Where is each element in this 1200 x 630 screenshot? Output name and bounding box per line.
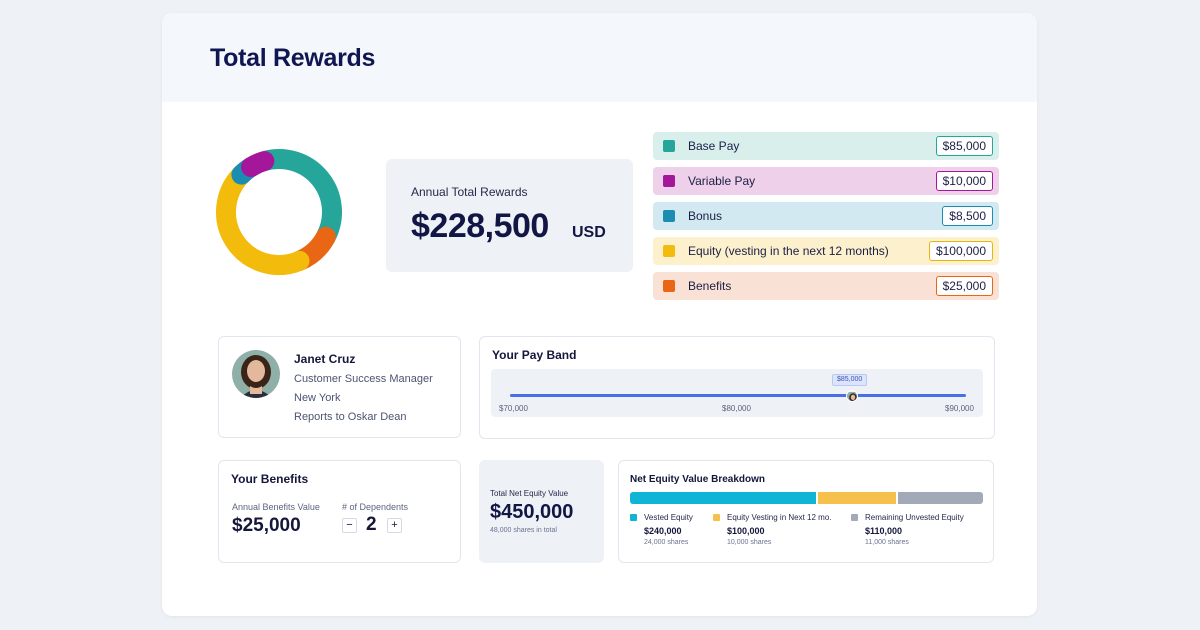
annual-total-unit: USD	[572, 224, 606, 241]
swatch	[630, 514, 637, 521]
pay-band-track: $85,000 $70,000 $80,000 $90,000	[491, 369, 983, 417]
rewards-donut-chart	[216, 149, 342, 275]
swatch	[663, 175, 675, 187]
decrement-dependents-button[interactable]: −	[342, 518, 357, 533]
annual-benefits-value: $25,000	[232, 515, 301, 536]
legend-label: Base Pay	[688, 139, 740, 153]
breakdown-name: Equity Vesting in Next 12 mo.	[727, 513, 832, 522]
pay-band-range-line	[510, 394, 966, 397]
pay-band-min-label: $70,000	[499, 404, 528, 413]
net-equity-box: Total Net Equity Value $450,000 48,000 s…	[479, 460, 604, 563]
breakdown-shares: 24,000 shares	[644, 539, 689, 546]
swatch	[713, 514, 720, 521]
dependents-count: 2	[366, 514, 377, 535]
vesting-next-12mo-segment	[818, 492, 896, 504]
annual-total-value: $228,500	[411, 207, 549, 245]
net-equity-label: Total Net Equity Value	[490, 489, 569, 498]
breakdown-name: Vested Equity	[644, 513, 693, 522]
legend-label: Equity (vesting in the next 12 months)	[688, 244, 889, 258]
legend-row-benefits[interactable]: Benefits $25,000	[653, 272, 999, 300]
swatch	[663, 140, 675, 152]
unvested-equity-segment	[897, 492, 983, 504]
benefits-card: Your Benefits Annual Benefits Value $25,…	[218, 460, 461, 563]
benefits-title: Your Benefits	[231, 472, 309, 486]
legend-row-equity[interactable]: Equity (vesting in the next 12 months) $…	[653, 237, 999, 265]
net-equity-shares: 48,000 shares in total	[490, 527, 557, 534]
donut-segment-variable-pay	[241, 151, 275, 177]
swatch	[663, 280, 675, 292]
breakdown-amount: $100,000	[727, 526, 765, 536]
breakdown-shares: 10,000 shares	[727, 539, 772, 546]
compensation-legend: Base Pay $85,000 Variable Pay $10,000 Bo…	[653, 132, 999, 307]
legend-label: Benefits	[688, 279, 732, 293]
equity-breakdown-bar	[630, 492, 983, 504]
pay-band-mid-label: $80,000	[722, 404, 751, 413]
pay-band-current-tooltip: $85,000	[832, 374, 868, 386]
dependents-label: # of Dependents	[342, 502, 409, 512]
pay-band-card: Your Pay Band $85,000 $70,000 $80,000 $9…	[479, 336, 995, 439]
swatch	[851, 514, 858, 521]
annual-benefits-label: Annual Benefits Value	[232, 502, 320, 512]
employee-profile-card: Janet Cruz Customer Success Manager New …	[218, 336, 461, 438]
annual-total-label: Annual Total Rewards	[411, 185, 528, 199]
pay-band-title: Your Pay Band	[492, 348, 577, 362]
card-header: Total Rewards	[162, 13, 1037, 102]
legend-label: Bonus	[688, 209, 723, 223]
legend-amount: $8,500	[942, 206, 993, 226]
donut-segment-equity	[216, 164, 310, 275]
pay-band-marker[interactable]	[846, 390, 858, 402]
employee-manager: Reports to Oskar Dean	[294, 411, 407, 423]
equity-breakdown-title: Net Equity Value Breakdown	[630, 474, 766, 485]
employee-role: Customer Success Manager	[294, 373, 433, 385]
total-rewards-card: Total Rewards Annual Total Rewards $228,…	[162, 13, 1037, 616]
page-title: Total Rewards	[210, 44, 376, 72]
legend-amount: $25,000	[935, 276, 993, 296]
legend-label: Variable Pay	[688, 174, 756, 188]
pay-band-max-label: $90,000	[945, 404, 974, 413]
donut-segment-base-pay	[254, 149, 342, 247]
breakdown-amount: $240,000	[644, 526, 682, 536]
vested-equity-segment	[630, 492, 817, 504]
breakdown-name: Remaining Unvested Equity	[865, 513, 964, 522]
avatar	[232, 350, 280, 398]
swatch	[663, 245, 675, 257]
net-equity-value: $450,000	[490, 501, 574, 523]
equity-breakdown-card: Net Equity Value Breakdown Vested Equity…	[618, 460, 994, 563]
legend-amount: $85,000	[935, 136, 993, 156]
annual-total-box: Annual Total Rewards $228,500 USD	[386, 159, 633, 272]
increment-dependents-button[interactable]: +	[387, 518, 402, 533]
legend-amount: $100,000	[928, 241, 993, 261]
legend-amount: $10,000	[935, 171, 993, 191]
employee-location: New York	[294, 392, 341, 404]
legend-row-base-pay[interactable]: Base Pay $85,000	[653, 132, 999, 160]
swatch	[663, 210, 675, 222]
breakdown-shares: 11,000 shares	[865, 539, 909, 546]
employee-name: Janet Cruz	[294, 352, 356, 366]
legend-row-variable-pay[interactable]: Variable Pay $10,000	[653, 167, 999, 195]
legend-row-bonus[interactable]: Bonus $8,500	[653, 202, 999, 230]
breakdown-amount: $110,000	[865, 526, 903, 536]
